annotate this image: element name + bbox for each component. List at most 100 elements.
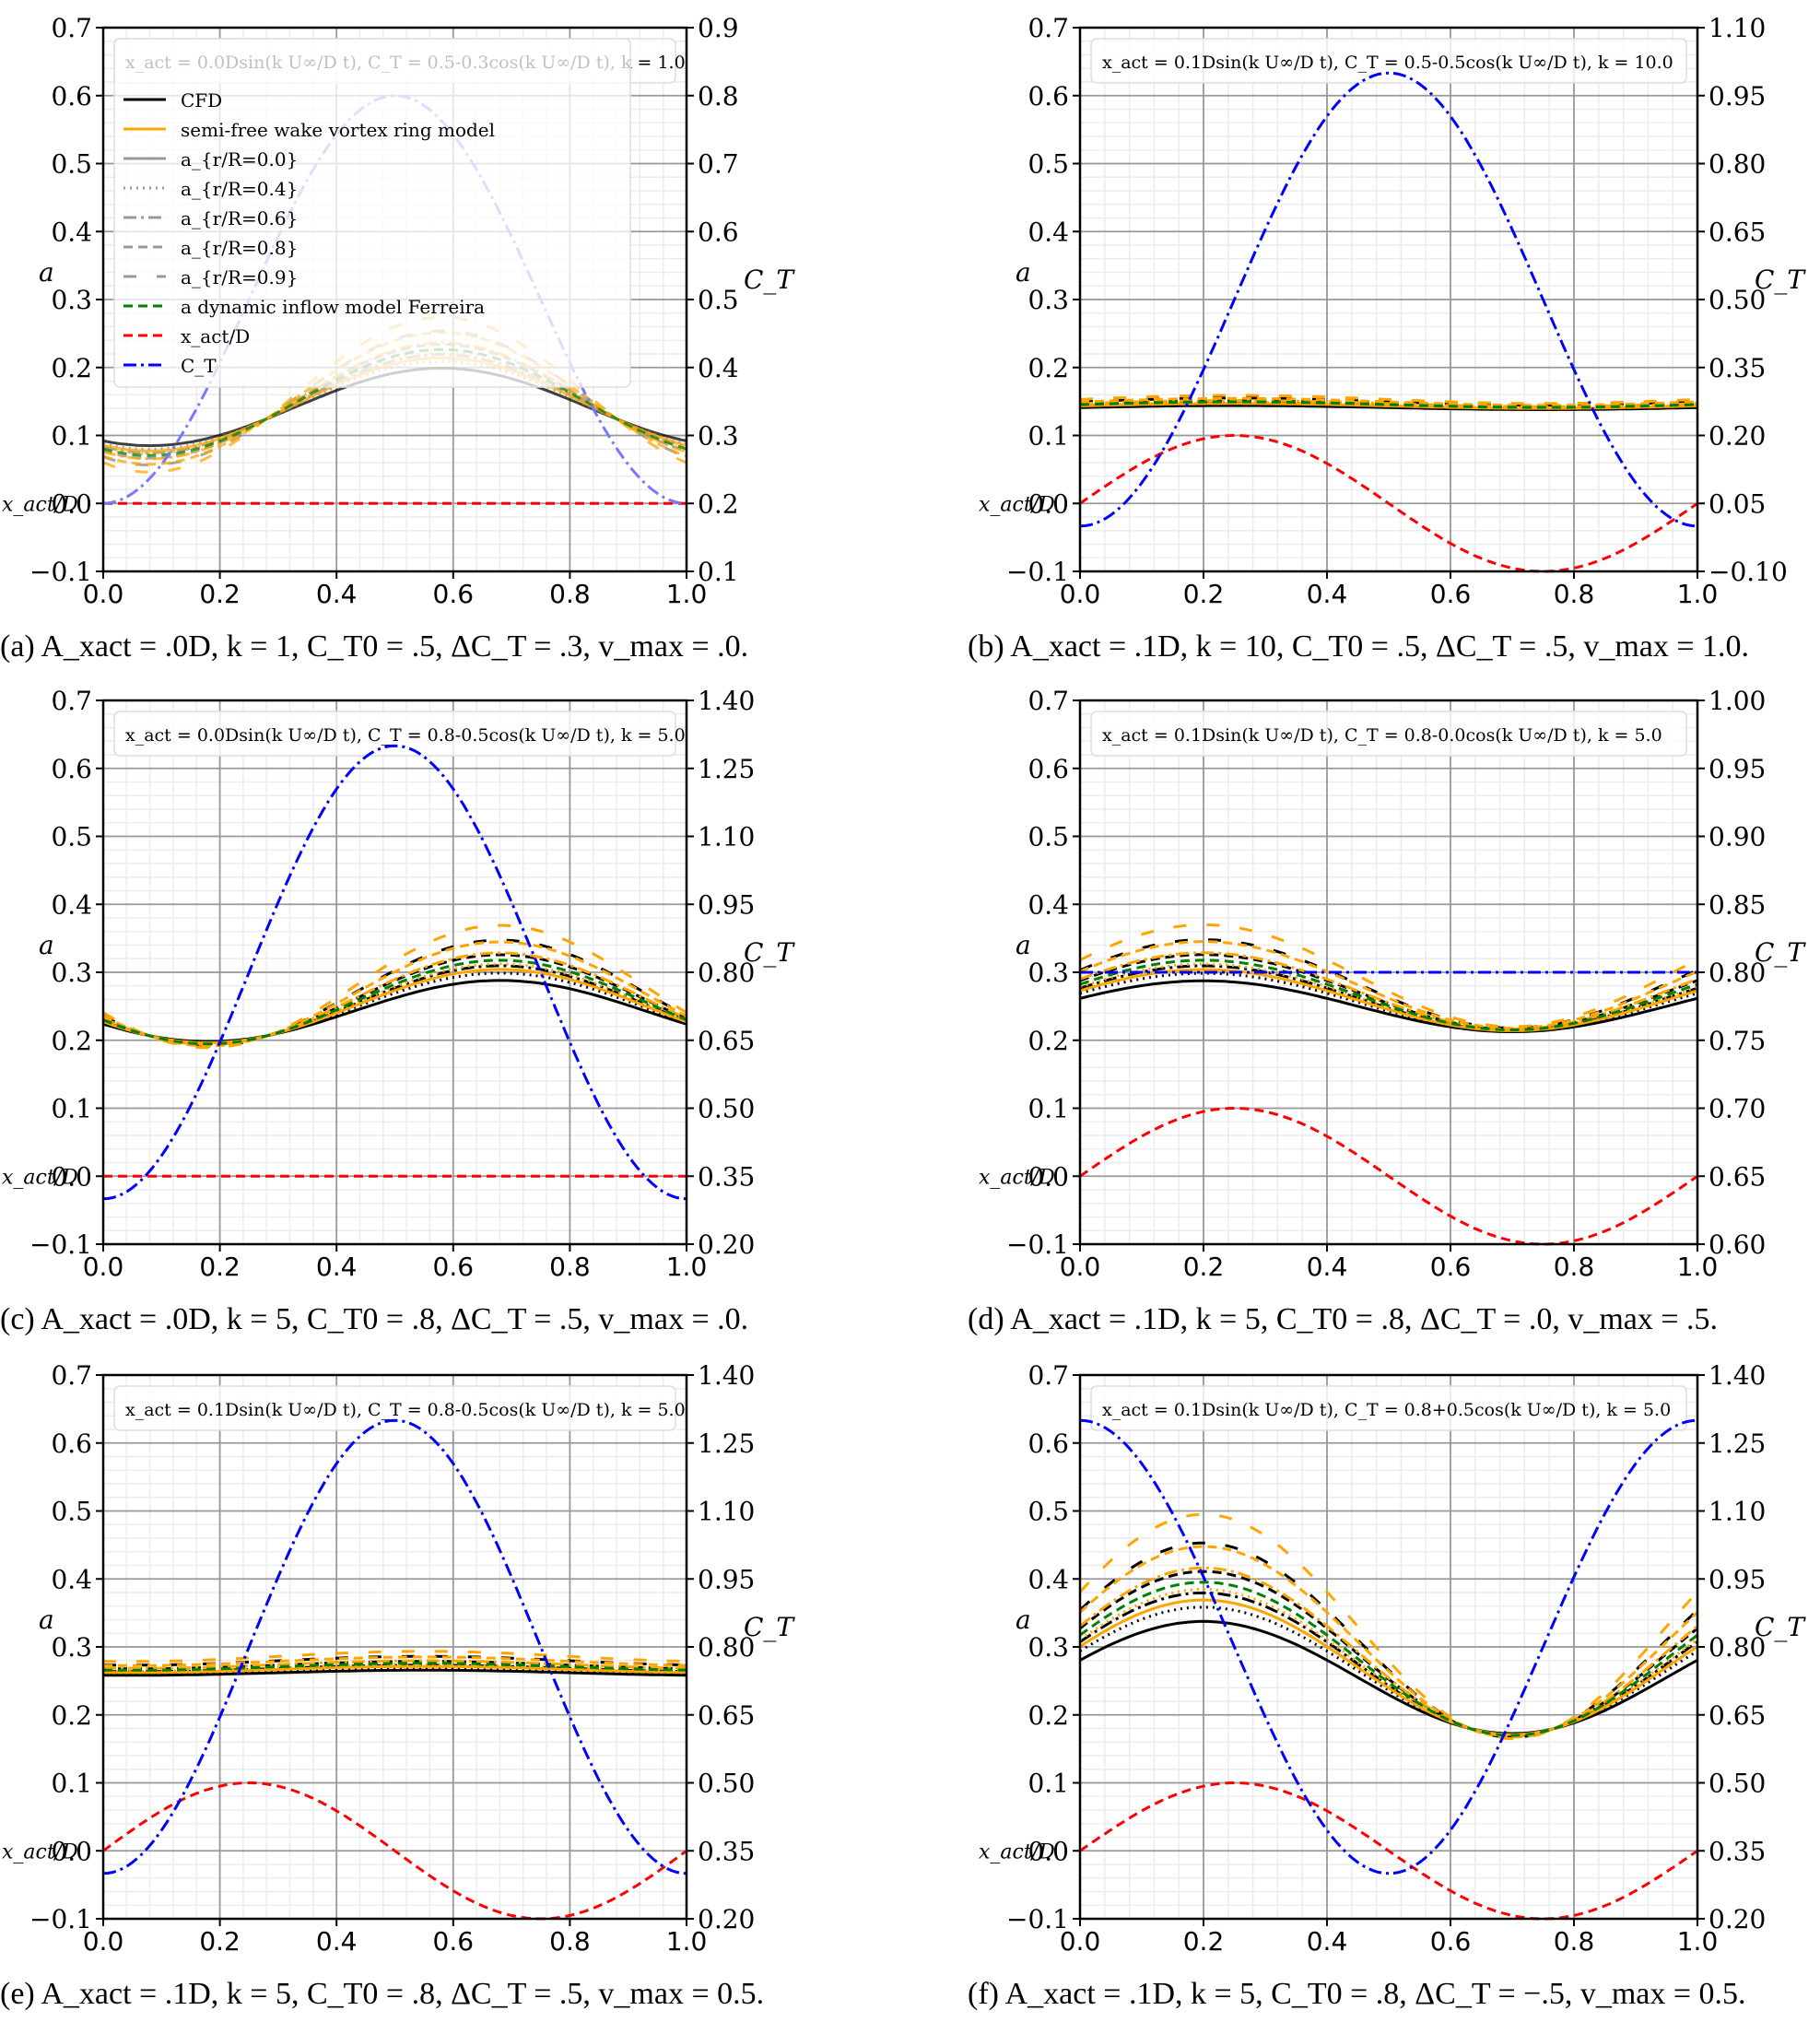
y2-axis-label: C_T bbox=[1755, 937, 1806, 968]
y-tick-label: 0.0 bbox=[1027, 488, 1069, 519]
y-tick-label: −0.1 bbox=[29, 557, 92, 587]
y2-tick-label: 0.3 bbox=[698, 421, 739, 452]
y2-tick-label: 0.85 bbox=[1708, 889, 1766, 920]
xact-axis-label: x_act/D bbox=[2, 1840, 78, 1863]
y-tick-label: 0.3 bbox=[51, 958, 92, 988]
y-tick-label: 0.6 bbox=[51, 81, 92, 112]
series-a-line bbox=[1078, 1512, 1699, 1741]
x-tick-label: 0.0 bbox=[1060, 1252, 1101, 1281]
y2-tick-label: 0.80 bbox=[698, 1632, 755, 1663]
equation-text: x_act = 0.0Dsin(k U∞/D t), C_T = 0.8-0.5… bbox=[125, 725, 686, 746]
y-tick-label: 0.2 bbox=[1027, 353, 1069, 383]
y-tick-label: 0.1 bbox=[1027, 1094, 1069, 1124]
subplot-a: x_act = 0.0Dsin(k U∞/D t), C_T = 0.5-0.3… bbox=[0, 0, 910, 673]
y2-tick-label: 0.50 bbox=[698, 1094, 755, 1124]
caption-d: (d) A_xact = .1D, k = 5, C_T0 = .8, ΔC_T… bbox=[968, 1302, 1719, 1336]
legend-label: C_T bbox=[181, 355, 217, 377]
series-ct-line bbox=[102, 1418, 687, 1875]
x-tick-label: 0.8 bbox=[549, 1252, 591, 1281]
legend-label: a_{r/R=0.9} bbox=[181, 266, 298, 288]
y-tick-label: −0.1 bbox=[29, 1904, 92, 1934]
y2-tick-label: 0.65 bbox=[698, 1026, 755, 1056]
y-tick-label: 0.2 bbox=[51, 1026, 92, 1056]
y2-tick-label: 0.35 bbox=[1708, 353, 1766, 383]
y2-tick-label: 0.65 bbox=[1708, 217, 1766, 247]
y2-tick-label: 0.95 bbox=[698, 889, 755, 920]
y-tick-label: 0.4 bbox=[51, 1564, 92, 1594]
y-tick-label: 0.7 bbox=[51, 1360, 92, 1391]
xact-axis-label: x_act/D bbox=[2, 493, 78, 516]
legend-label: CFD bbox=[181, 89, 222, 112]
y-tick-label: 0.7 bbox=[1027, 1360, 1069, 1391]
y-tick-label: 0.2 bbox=[51, 353, 92, 383]
y-tick-label: 0.7 bbox=[1027, 686, 1069, 716]
series-a-line bbox=[1079, 968, 1698, 1032]
x-tick-label: 0.8 bbox=[1554, 1926, 1595, 1956]
x-tick-label: 0.4 bbox=[316, 1252, 358, 1281]
y-tick-label: 0.4 bbox=[1027, 1564, 1069, 1594]
series-a-line bbox=[102, 962, 687, 1045]
y2-tick-label: 0.65 bbox=[1708, 1700, 1766, 1731]
x-tick-label: 0.6 bbox=[433, 1252, 475, 1281]
series-xact-line bbox=[102, 1781, 687, 1921]
subplot-f: x_act = 0.1Dsin(k U∞/D t), C_T = 0.8+0.5… bbox=[968, 1347, 1820, 2020]
equation-box bbox=[1090, 38, 1687, 84]
y-tick-label: 0.2 bbox=[51, 1700, 92, 1731]
series-a-line bbox=[1079, 396, 1698, 407]
chart-f: x_act = 0.1Dsin(k U∞/D t), C_T = 0.8+0.5… bbox=[979, 1360, 1806, 1956]
series-a-line bbox=[1079, 923, 1698, 1029]
y-tick-label: 0.0 bbox=[51, 1161, 92, 1192]
x-axis-label: t/T bbox=[1371, 1279, 1406, 1281]
equation-text: x_act = 0.1Dsin(k U∞/D t), C_T = 0.8+0.5… bbox=[1102, 1400, 1671, 1420]
subplot-b: x_act = 0.1Dsin(k U∞/D t), C_T = 0.5-0.5… bbox=[968, 0, 1820, 673]
x-axis-label: t/T bbox=[1371, 606, 1406, 608]
y-tick-label: 0.5 bbox=[1027, 149, 1069, 180]
y2-tick-label: 0.60 bbox=[1708, 1229, 1766, 1260]
legend-label: a dynamic inflow model Ferreira bbox=[181, 296, 485, 318]
series-a-line bbox=[102, 958, 687, 1046]
y-tick-label: 0.5 bbox=[51, 149, 92, 180]
series-ct-line bbox=[1079, 71, 1698, 528]
series-a-line bbox=[102, 923, 687, 1050]
y2-tick-label: 0.50 bbox=[698, 1769, 755, 1799]
y-tick-label: 0.4 bbox=[1027, 217, 1069, 247]
x-tick-label: 0.2 bbox=[1183, 579, 1225, 608]
series-a-line bbox=[1079, 394, 1698, 406]
legend-label: a_{r/R=0.6} bbox=[181, 207, 298, 229]
series-a-line bbox=[1079, 979, 1698, 1033]
y-tick-label: 0.7 bbox=[1027, 13, 1069, 43]
y-tick-label: −0.1 bbox=[1006, 557, 1069, 587]
y2-tick-label: −0.10 bbox=[1708, 557, 1788, 587]
x-tick-label: 0.0 bbox=[1060, 579, 1101, 608]
y-axis-label: a bbox=[39, 1605, 54, 1635]
y-tick-label: 0.5 bbox=[1027, 822, 1069, 852]
equation-text: x_act = 0.1Dsin(k U∞/D t), C_T = 0.8-0.0… bbox=[1102, 725, 1662, 746]
y2-tick-label: 0.35 bbox=[698, 1836, 755, 1866]
x-tick-label: 1.0 bbox=[666, 1926, 708, 1956]
y-tick-label: 0.4 bbox=[51, 889, 92, 920]
y-axis-label: a bbox=[1016, 1605, 1031, 1635]
y-tick-label: 0.7 bbox=[51, 13, 92, 43]
caption-f: (f) A_xact = .1D, k = 5, C_T0 = .8, ΔC_T… bbox=[968, 1977, 1746, 2011]
equation-box bbox=[1090, 711, 1687, 757]
caption-c: (c) A_xact = .0D, k = 5, C_T0 = .8, ΔC_T… bbox=[0, 1302, 749, 1336]
subplot-e: x_act = 0.1Dsin(k U∞/D t), C_T = 0.8-0.5… bbox=[0, 1347, 910, 2020]
legend-box bbox=[113, 38, 631, 388]
legend-label: a_{r/R=0.4} bbox=[181, 178, 298, 200]
y2-tick-label: 0.20 bbox=[698, 1229, 755, 1260]
series-xact-line bbox=[1079, 1781, 1698, 1921]
x-tick-label: 1.0 bbox=[1677, 579, 1719, 608]
y-tick-label: 0.5 bbox=[51, 1497, 92, 1527]
series-a-line bbox=[1079, 399, 1698, 408]
y-axis-label: a bbox=[39, 930, 54, 960]
y-tick-label: −0.1 bbox=[1006, 1229, 1069, 1260]
x-tick-label: 0.4 bbox=[1307, 1252, 1348, 1281]
series-a-line bbox=[103, 1668, 687, 1677]
y2-tick-label: 1.25 bbox=[698, 754, 755, 784]
y-tick-label: 0.0 bbox=[51, 488, 92, 519]
y2-tick-label: 0.80 bbox=[698, 958, 755, 988]
y2-tick-label: 0.6 bbox=[698, 217, 739, 247]
y-tick-label: 0.6 bbox=[1027, 81, 1069, 112]
y2-tick-label: 0.80 bbox=[1708, 149, 1766, 180]
legend-label: x_act/D bbox=[181, 325, 250, 347]
